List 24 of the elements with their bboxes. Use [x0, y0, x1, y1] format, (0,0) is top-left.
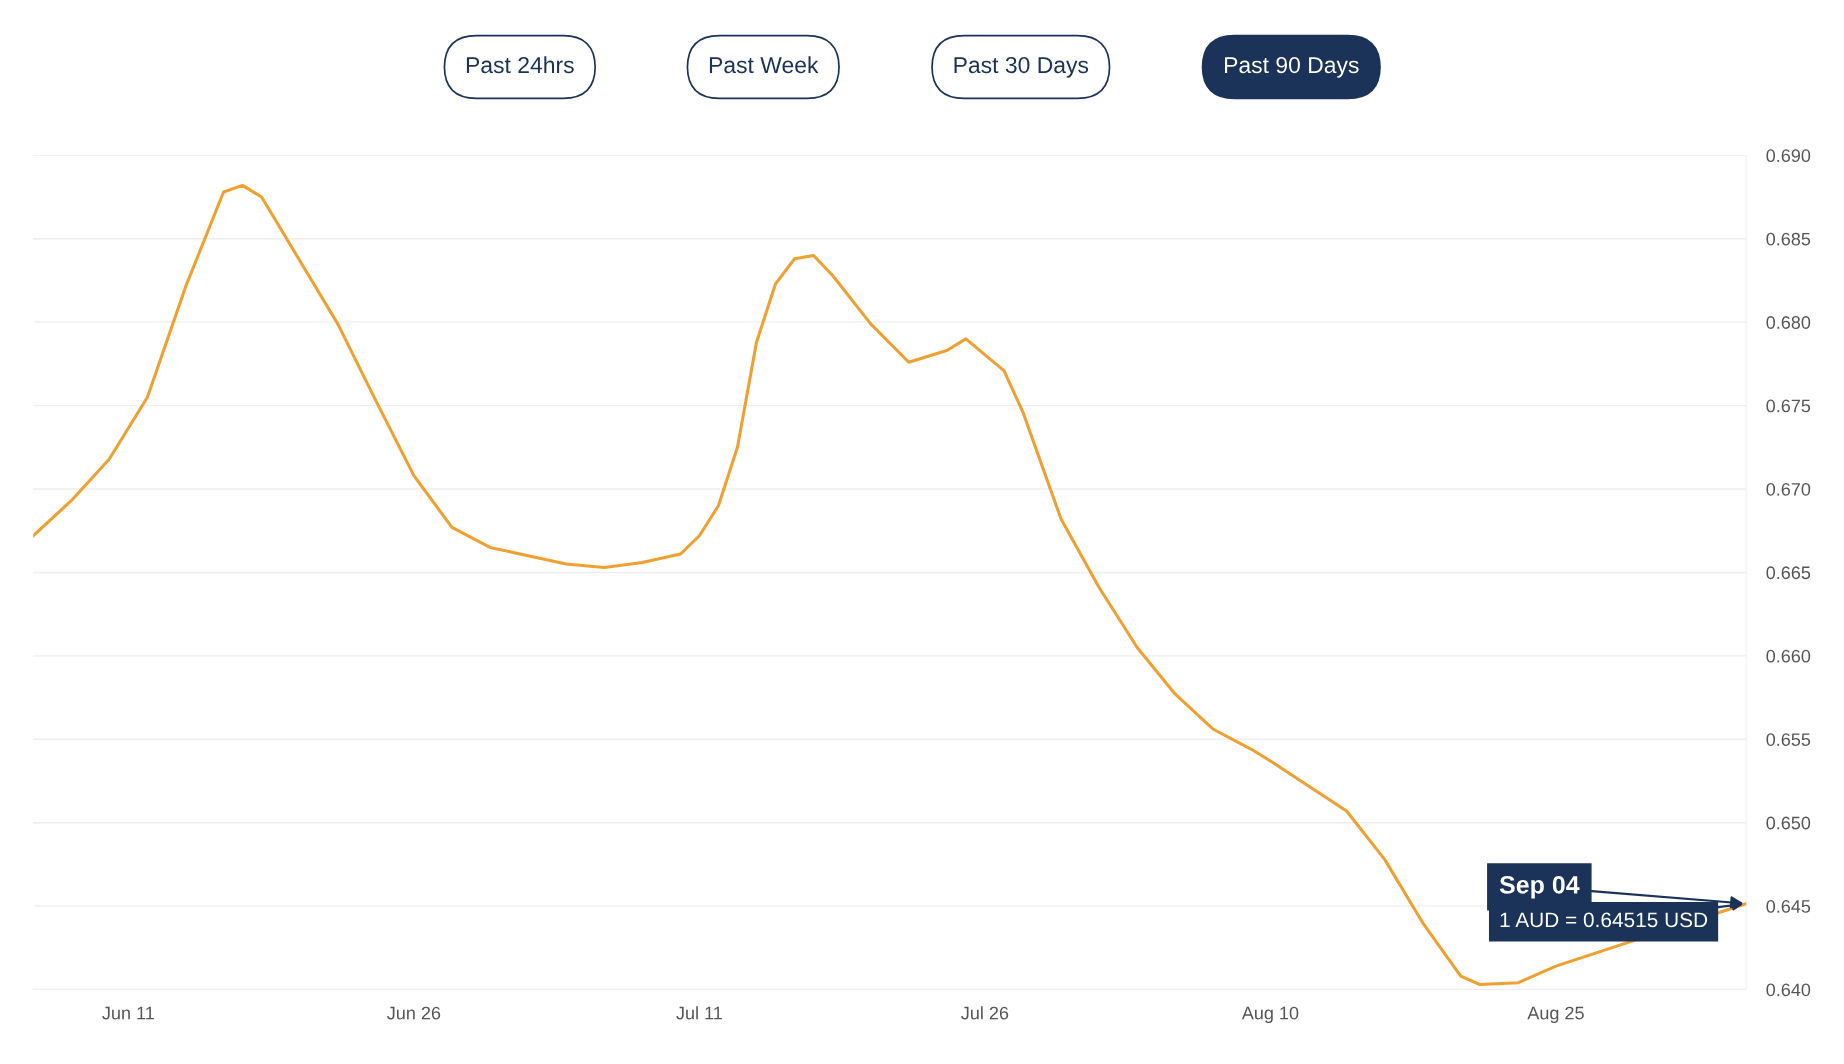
- y-tick-label: 0.655: [1766, 733, 1811, 746]
- y-tick-label: 0.675: [1766, 399, 1811, 413]
- y-tick-label: 0.650: [1766, 816, 1811, 830]
- x-tick-label: Jun 26: [387, 1006, 441, 1020]
- x-tick-label: Aug 10: [1241, 1006, 1299, 1024]
- x-tick-label: Jul 26: [961, 1006, 1009, 1020]
- text: Past Week: [709, 56, 819, 74]
- y-tick-label: 0.670: [1766, 482, 1811, 496]
- y-tick-label: 0.645: [1766, 900, 1811, 913]
- y-tick-label: 0.685: [1766, 232, 1811, 246]
- y-tick-label: 0.640: [1766, 983, 1811, 997]
- x-tick-label: Jul 11: [676, 1006, 722, 1020]
- text: Past 30 Days: [954, 56, 1089, 78]
- line-series: [33, 183, 1747, 987]
- annotation: 1 AUD = 0.64515 USD: [1500, 912, 1708, 928]
- y-tick-label: 0.690: [1766, 149, 1811, 163]
- annotation: Sep 04: [1499, 875, 1580, 899]
- y-tick-label: 0.680: [1766, 316, 1811, 329]
- text: Past 90 Days: [1225, 56, 1359, 78]
- x-tick-label: Jun 11: [102, 1006, 154, 1020]
- y-tick-label: 0.665: [1766, 566, 1811, 580]
- x-tick-label: Aug 25: [1527, 1006, 1584, 1024]
- text: Past 24hrs: [466, 56, 574, 74]
- y-tick-label: 0.660: [1766, 649, 1811, 663]
